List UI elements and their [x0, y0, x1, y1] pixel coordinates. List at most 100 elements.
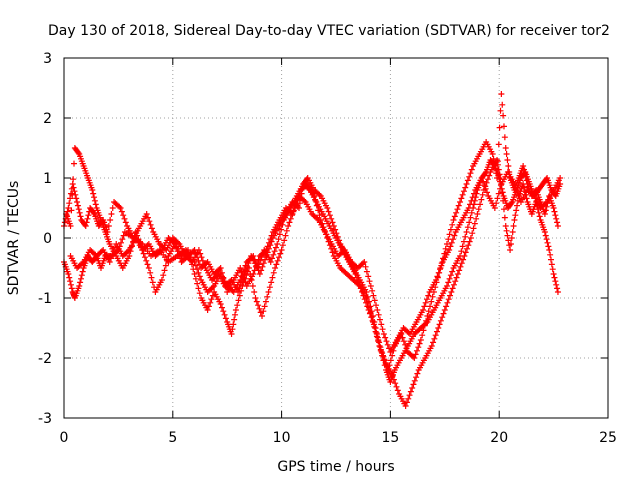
data-point: [273, 261, 280, 268]
data-point: [75, 149, 82, 156]
data-point: [423, 317, 430, 324]
data-point: [261, 303, 268, 310]
data-point: [255, 256, 262, 263]
data-point: [196, 273, 203, 280]
data-point: [106, 259, 113, 265]
data-point: [554, 223, 561, 229]
data-point: [420, 327, 427, 334]
data-point: [263, 247, 270, 253]
data-point: [289, 211, 296, 217]
data-point: [285, 223, 292, 229]
data-point: [459, 191, 466, 198]
data-point: [470, 190, 477, 197]
data-point: [205, 303, 212, 310]
data-point: [481, 182, 488, 189]
data-point: [466, 219, 473, 226]
data-point: [65, 205, 72, 211]
data-point: [367, 283, 374, 289]
data-point: [144, 214, 151, 221]
data-point: [141, 254, 148, 261]
chart-title: Day 130 of 2018, Sidereal Day-to-day VTE…: [48, 23, 610, 39]
data-point: [501, 214, 508, 221]
data-point: [71, 160, 78, 167]
data-point: [429, 293, 436, 300]
data-point: [262, 248, 269, 255]
data-point: [229, 287, 236, 294]
data-point: [91, 197, 98, 204]
data-point: [379, 326, 386, 333]
data-point: [371, 297, 378, 304]
data-point: [503, 227, 510, 234]
y-tick-label: -2: [38, 351, 52, 367]
data-point: [504, 232, 511, 239]
data-point: [237, 265, 244, 271]
data-point: [456, 267, 463, 274]
data-point: [363, 299, 370, 306]
data-point: [457, 263, 464, 270]
data-point: [235, 297, 242, 304]
data-point: [220, 274, 227, 281]
data-point: [173, 244, 180, 251]
data-point: [470, 225, 477, 232]
data-point: [448, 239, 455, 246]
data-point: [544, 239, 551, 246]
data-point: [413, 374, 420, 381]
data-point: [265, 239, 272, 246]
data-point: [325, 208, 332, 215]
data-point: [279, 242, 286, 249]
data-point: [363, 268, 370, 275]
data-point: [195, 285, 202, 292]
data-point: [383, 338, 390, 345]
data-point: [450, 281, 457, 288]
data-point: [207, 299, 214, 306]
data-point: [411, 377, 418, 384]
data-point: [552, 278, 559, 285]
data-point: [352, 271, 359, 277]
data-point: [454, 206, 461, 213]
data-point: [357, 285, 364, 292]
data-point: [147, 221, 154, 228]
data-point: [462, 233, 469, 240]
data-point: [376, 316, 383, 323]
data-point: [236, 285, 243, 292]
data-point: [449, 268, 456, 275]
data-point: [228, 331, 235, 337]
data-point: [508, 200, 515, 207]
data-point: [369, 317, 376, 324]
x-tick-label: 5: [168, 430, 177, 446]
data-point: [75, 206, 82, 213]
data-point: [514, 188, 521, 195]
axis-ticks: 0 5 10 15 20 25 -3 -2 -1 0 1 2 3: [38, 51, 617, 446]
data-points: [61, 91, 564, 409]
data-point: [274, 241, 281, 247]
data-point: [541, 229, 548, 235]
data-point: [417, 337, 424, 343]
data-point: [453, 274, 460, 281]
data-point: [503, 151, 510, 157]
data-point: [275, 254, 282, 261]
data-point: [557, 181, 564, 187]
y-tick-label: 1: [43, 171, 52, 187]
data-point: [252, 263, 259, 270]
data-point: [495, 141, 502, 148]
data-point: [89, 187, 96, 193]
data-point: [162, 262, 169, 269]
data-point: [521, 170, 528, 177]
data-point: [451, 213, 458, 220]
data-point: [450, 217, 457, 223]
x-tick-label: 0: [60, 430, 69, 446]
data-point: [67, 223, 74, 229]
data-point: [72, 191, 79, 198]
data-point: [382, 334, 389, 341]
data-point: [440, 310, 447, 317]
data-point: [232, 311, 239, 318]
data-point: [116, 203, 123, 210]
data-point: [259, 313, 266, 319]
data-point: [463, 181, 470, 187]
data-point: [269, 255, 276, 262]
data-point: [460, 188, 467, 195]
data-point: [126, 253, 133, 259]
data-point: [324, 205, 331, 211]
data-point: [91, 194, 98, 201]
data-point: [170, 239, 177, 246]
